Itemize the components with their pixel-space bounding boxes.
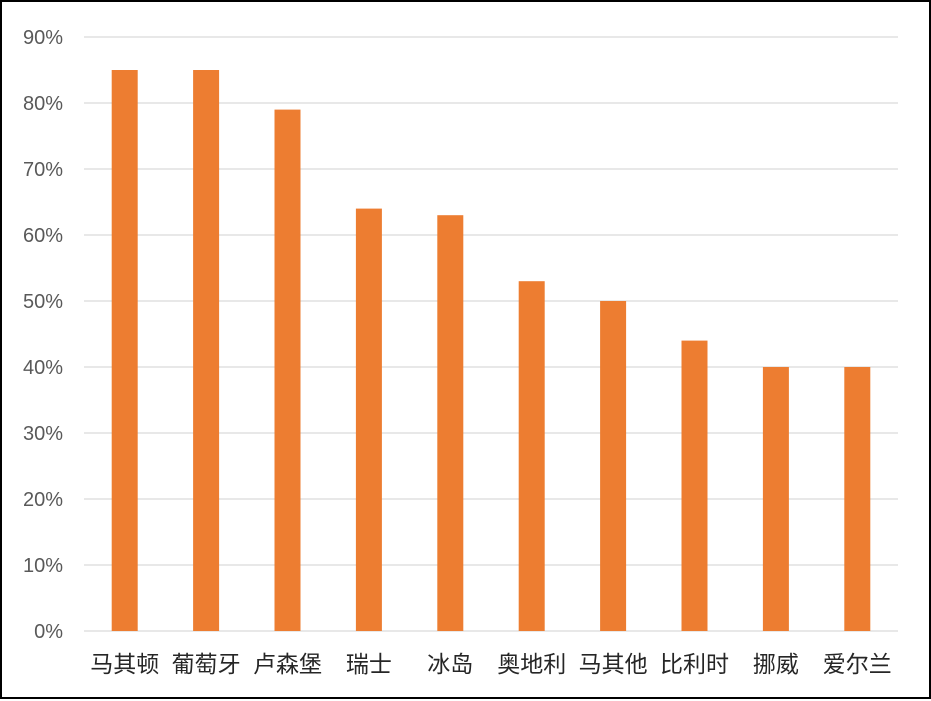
- x-category-label: 瑞士: [346, 652, 392, 678]
- y-tick-label: 60%: [23, 225, 63, 247]
- bar-4: [355, 208, 382, 631]
- bar-2: [193, 70, 220, 631]
- bar-10: [844, 367, 871, 631]
- x-category-label: 爱尔兰: [823, 652, 892, 678]
- bar-8: [681, 340, 708, 631]
- y-tick-label: 40%: [23, 357, 63, 379]
- y-tick-label: 30%: [23, 423, 63, 445]
- y-tick-label: 80%: [23, 93, 63, 115]
- bar-7: [600, 301, 627, 631]
- x-category-label: 葡萄牙: [172, 652, 241, 678]
- bar-6: [518, 281, 545, 631]
- x-category-label: 马其顿: [90, 652, 159, 678]
- x-category-label: 卢森堡: [253, 652, 322, 678]
- x-category-label: 奥地利: [497, 652, 566, 678]
- bar-1: [111, 70, 138, 631]
- x-category-label: 比利时: [660, 652, 729, 678]
- gridlines: [84, 36, 898, 632]
- y-axis-tick-labels: 0% 10% 20% 30% 40% 50% 60% 70% 80% 90%: [23, 27, 63, 643]
- bar-5: [437, 215, 464, 631]
- x-axis-category-labels: 马其顿 葡萄牙 卢森堡 瑞士 冰岛 奥地利 马其他 比利时 挪威 爱尔兰: [90, 652, 892, 678]
- y-tick-label: 90%: [23, 27, 63, 49]
- y-tick-label: 10%: [23, 555, 63, 577]
- y-tick-label: 50%: [23, 291, 63, 313]
- bar-9: [762, 367, 789, 631]
- y-tick-label: 20%: [23, 489, 63, 511]
- bars: [111, 70, 871, 632]
- y-tick-label: 0%: [34, 621, 63, 643]
- bar-3: [274, 109, 301, 632]
- x-category-label: 马其他: [579, 652, 648, 678]
- x-category-label: 冰岛: [427, 652, 473, 678]
- y-tick-label: 70%: [23, 159, 63, 181]
- x-category-label: 挪威: [753, 652, 799, 678]
